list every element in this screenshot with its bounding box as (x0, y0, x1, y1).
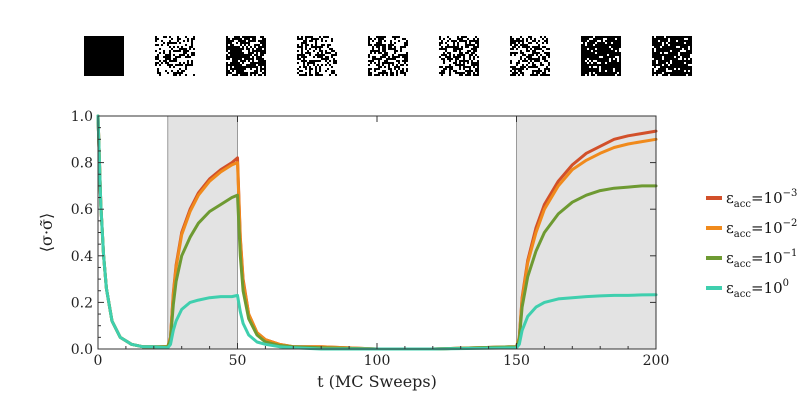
snapshot-6 (439, 36, 479, 76)
snapshot-3 (226, 36, 266, 76)
snapshot-noise (297, 36, 337, 76)
x-tick-label: 150 (503, 353, 530, 369)
y-tick-label: 1.0 (71, 109, 93, 125)
y-tick-label: 0.4 (71, 249, 93, 265)
x-axis-ticks: 0 50 100 150 200 (94, 116, 670, 369)
snapshot-noise (155, 36, 195, 76)
y-tick-label: 0.8 (71, 156, 93, 172)
legend-label-2: εacc=10−2 (726, 218, 797, 240)
y-axis-label: ⟨σ·σ̃⟩ (37, 213, 56, 252)
snapshot-noise (439, 36, 479, 76)
x-tick-label: 200 (643, 353, 670, 369)
y-tick-label: 0.0 (71, 342, 93, 358)
snapshot-8 (581, 36, 621, 76)
legend-label-1: εacc=10−3 (726, 188, 797, 210)
snapshot-noise (510, 36, 550, 76)
snapshot-noise (368, 36, 408, 76)
snapshot-9 (652, 36, 692, 76)
snapshot-4 (297, 36, 337, 76)
x-tick-label: 100 (364, 353, 391, 369)
legend-label-4: εacc=100 (726, 278, 789, 300)
snapshot-noise (581, 36, 621, 76)
y-tick-label: 0.6 (71, 202, 93, 218)
shaded-interval-1 (167, 116, 238, 349)
snapshot-7 (510, 36, 550, 76)
legend: εacc=10−3 εacc=10−2 εacc=10−1 εacc=100 (706, 188, 797, 300)
legend-label-3: εacc=10−1 (726, 248, 797, 270)
series-line-4 (96, 114, 658, 351)
plot-area: 0 50 100 150 200 0.0 0.2 0.4 0.6 0.8 1.0 t (MC Sw… (37, 109, 669, 391)
snapshot-1 (84, 36, 124, 76)
snapshot-strip (84, 36, 692, 76)
snapshot-5 (368, 36, 408, 76)
x-tick-label: 0 (94, 353, 103, 369)
series-lines (96, 114, 658, 351)
snapshot-2 (155, 36, 195, 76)
snapshot-noise (652, 36, 692, 76)
y-tick-label: 0.2 (71, 295, 93, 311)
y-axis-ticks: 0.0 0.2 0.4 0.6 0.8 1.0 (71, 109, 656, 358)
x-tick-label: 50 (229, 353, 247, 369)
snapshot-background (84, 36, 124, 76)
snapshot-noise (226, 36, 266, 76)
x-axis-label: t (MC Sweeps) (317, 372, 437, 391)
